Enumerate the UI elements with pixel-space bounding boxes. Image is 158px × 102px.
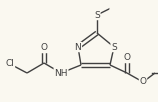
Text: Cl: Cl — [6, 59, 14, 69]
Text: S: S — [94, 11, 100, 19]
Text: O: O — [124, 54, 131, 63]
Text: N: N — [75, 43, 81, 52]
Text: S: S — [111, 43, 117, 52]
Text: O: O — [40, 43, 48, 53]
Text: NH: NH — [54, 69, 68, 78]
Text: O: O — [140, 78, 146, 86]
